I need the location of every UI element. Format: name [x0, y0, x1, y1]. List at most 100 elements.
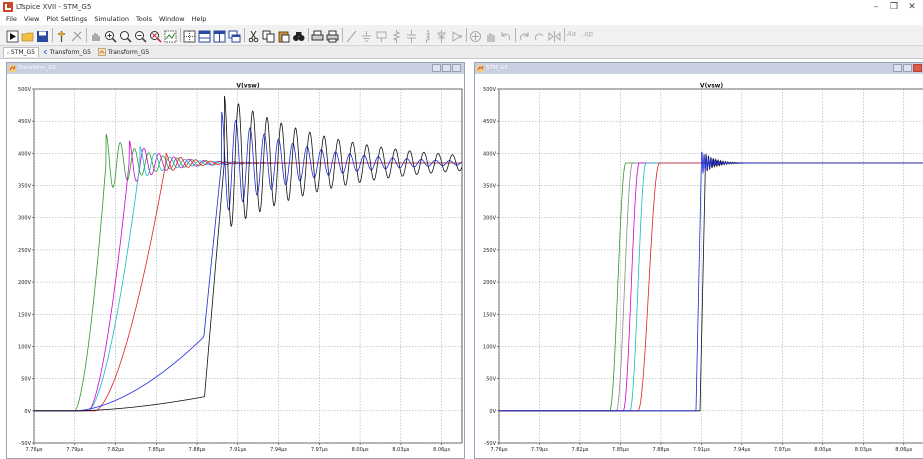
- print-setup-icon[interactable]: [311, 28, 324, 41]
- copy-icon[interactable]: [262, 28, 275, 43]
- close-window-button[interactable]: [913, 64, 922, 72]
- toolbar: Aa .op: [0, 25, 923, 46]
- cut-icon[interactable]: [247, 28, 260, 43]
- waveform-window-transform-g5[interactable]: Transform_G5 V(vsw) -50V 0V 50V 100V 150V 200V…: [6, 62, 465, 459]
- y-tick-label: 200V: [483, 280, 497, 286]
- menu-plot-settings[interactable]: Plot Settings: [46, 15, 88, 23]
- maximize-window-button[interactable]: [442, 64, 451, 72]
- print-icon[interactable]: [326, 28, 339, 43]
- window-header[interactable]: STM_G5: [475, 63, 923, 74]
- menu-help[interactable]: Help: [191, 15, 207, 23]
- grid-icon[interactable]: [183, 28, 196, 43]
- restore-button[interactable]: ❐: [889, 2, 899, 12]
- waveform-plot[interactable]: V(vsw) -50V 0V 50V 100V 150V 200V 250V 300V 350V 4…: [475, 74, 923, 458]
- menu-tools[interactable]: Tools: [135, 15, 152, 23]
- maximize-window-button[interactable]: [903, 64, 912, 72]
- toolbar-separator: [180, 28, 181, 42]
- tile-vertical-icon[interactable]: [198, 28, 211, 43]
- x-tick-label: 7.82µs: [571, 447, 588, 453]
- drag-icon[interactable]: [484, 28, 497, 42]
- rotate-icon[interactable]: [533, 28, 546, 41]
- close-window-button[interactable]: [452, 64, 461, 72]
- schematic-icon: [98, 48, 106, 56]
- trace-v-vsw[interactable]: [34, 95, 462, 412]
- toolbar-separator: [342, 28, 343, 42]
- zoom-fit-icon[interactable]: [149, 28, 162, 43]
- x-tick-label: 7.82µs: [107, 447, 124, 453]
- y-tick-label: 100V: [18, 344, 32, 350]
- menu-simulation[interactable]: Simulation: [94, 15, 129, 23]
- close-button[interactable]: ✕: [908, 2, 916, 12]
- tab-transform-g5-waveform[interactable]: Transform_G5: [40, 47, 94, 57]
- pan-icon[interactable]: [89, 28, 102, 41]
- minimize-button[interactable]: –: [873, 2, 879, 12]
- y-tick-label: 100V: [483, 344, 497, 350]
- wire-icon[interactable]: [345, 28, 358, 43]
- traces: [34, 95, 462, 412]
- minimize-window-button[interactable]: [893, 64, 902, 72]
- x-tick-label: 8.03µs: [392, 447, 409, 453]
- redo-icon[interactable]: [518, 28, 531, 41]
- trace-title[interactable]: V(vsw): [700, 83, 723, 90]
- x-tick-label: 7.97µs: [311, 447, 328, 453]
- resistor-icon[interactable]: [390, 28, 403, 43]
- y-tick-label: 500V: [18, 87, 32, 93]
- y-tick-label: 300V: [18, 216, 32, 222]
- y-tick-label: 350V: [18, 184, 32, 190]
- control-panel-icon[interactable]: [55, 28, 68, 42]
- move-icon[interactable]: [469, 28, 482, 42]
- tab-stm-g5[interactable]: STM_G5: [3, 47, 39, 57]
- x-tick-label: 7.88µs: [189, 447, 206, 453]
- menu-file[interactable]: File: [6, 15, 17, 23]
- halt-icon[interactable]: [70, 28, 83, 42]
- plot-area[interactable]: [33, 88, 463, 444]
- undo-icon[interactable]: [499, 28, 512, 41]
- inductor-icon[interactable]: [420, 28, 433, 43]
- y-tick-label: 250V: [18, 248, 32, 254]
- trace-v-vsw[interactable]: [34, 111, 462, 412]
- mirror-icon[interactable]: [548, 28, 561, 42]
- ground-icon[interactable]: [360, 28, 373, 42]
- spice-directive-icon[interactable]: .op: [582, 30, 593, 38]
- run-icon[interactable]: [6, 28, 19, 43]
- y-tick-label: 150V: [483, 312, 497, 318]
- trace-v-vsw[interactable]: [34, 152, 462, 412]
- paste-icon[interactable]: [277, 28, 290, 43]
- save-icon[interactable]: [36, 28, 49, 42]
- x-tick-label: 7.79µs: [531, 447, 548, 453]
- tab-transform-g5-schematic[interactable]: Transform_G5: [95, 47, 153, 57]
- x-tick-label: 8.06µs: [433, 447, 450, 453]
- menu-view[interactable]: View: [23, 15, 40, 23]
- label-icon[interactable]: [375, 28, 388, 42]
- component-icon[interactable]: [450, 28, 463, 42]
- window-header[interactable]: Transform_G5: [7, 63, 464, 74]
- waveform-window-stm-g5[interactable]: STM_G5 V(vsw) -50V 0V 50V 100V 150V 200V 250V 30…: [474, 62, 923, 459]
- tile-horizontal-icon[interactable]: [213, 28, 226, 43]
- zoom-area-icon[interactable]: [119, 28, 132, 43]
- trace-v-vsw[interactable]: [499, 151, 923, 412]
- plot-area[interactable]: [498, 88, 923, 444]
- y-tick-label: 400V: [483, 151, 497, 157]
- y-tick-label: 250V: [483, 248, 497, 254]
- minimize-window-button[interactable]: [432, 64, 441, 72]
- zoom-in-icon[interactable]: [104, 28, 117, 43]
- autorange-icon[interactable]: [164, 28, 177, 43]
- text-icon[interactable]: Aa: [567, 30, 577, 38]
- toolbar-separator: [244, 28, 245, 42]
- toolbar-separator: [466, 28, 467, 42]
- zoom-out-icon[interactable]: [134, 28, 147, 43]
- find-icon[interactable]: [292, 28, 305, 41]
- open-icon[interactable]: [21, 28, 34, 42]
- y-tick-label: 350V: [483, 184, 497, 190]
- toolbar-separator: [52, 28, 53, 42]
- y-tick-label: -50V: [19, 441, 31, 447]
- diode-icon[interactable]: [435, 28, 448, 43]
- x-tick-label: 7.88µs: [652, 447, 669, 453]
- menu-window[interactable]: Window: [158, 15, 185, 23]
- capacitor-icon[interactable]: [405, 28, 418, 43]
- x-tick-label: 7.91µs: [229, 447, 246, 453]
- y-tick-label: 450V: [18, 119, 32, 125]
- trace-title[interactable]: V(vsw): [236, 83, 259, 90]
- waveform-plot[interactable]: V(vsw) -50V 0V 50V 100V 150V 200V 250V 300V 350V 4…: [7, 74, 464, 458]
- cascade-icon[interactable]: [228, 28, 241, 43]
